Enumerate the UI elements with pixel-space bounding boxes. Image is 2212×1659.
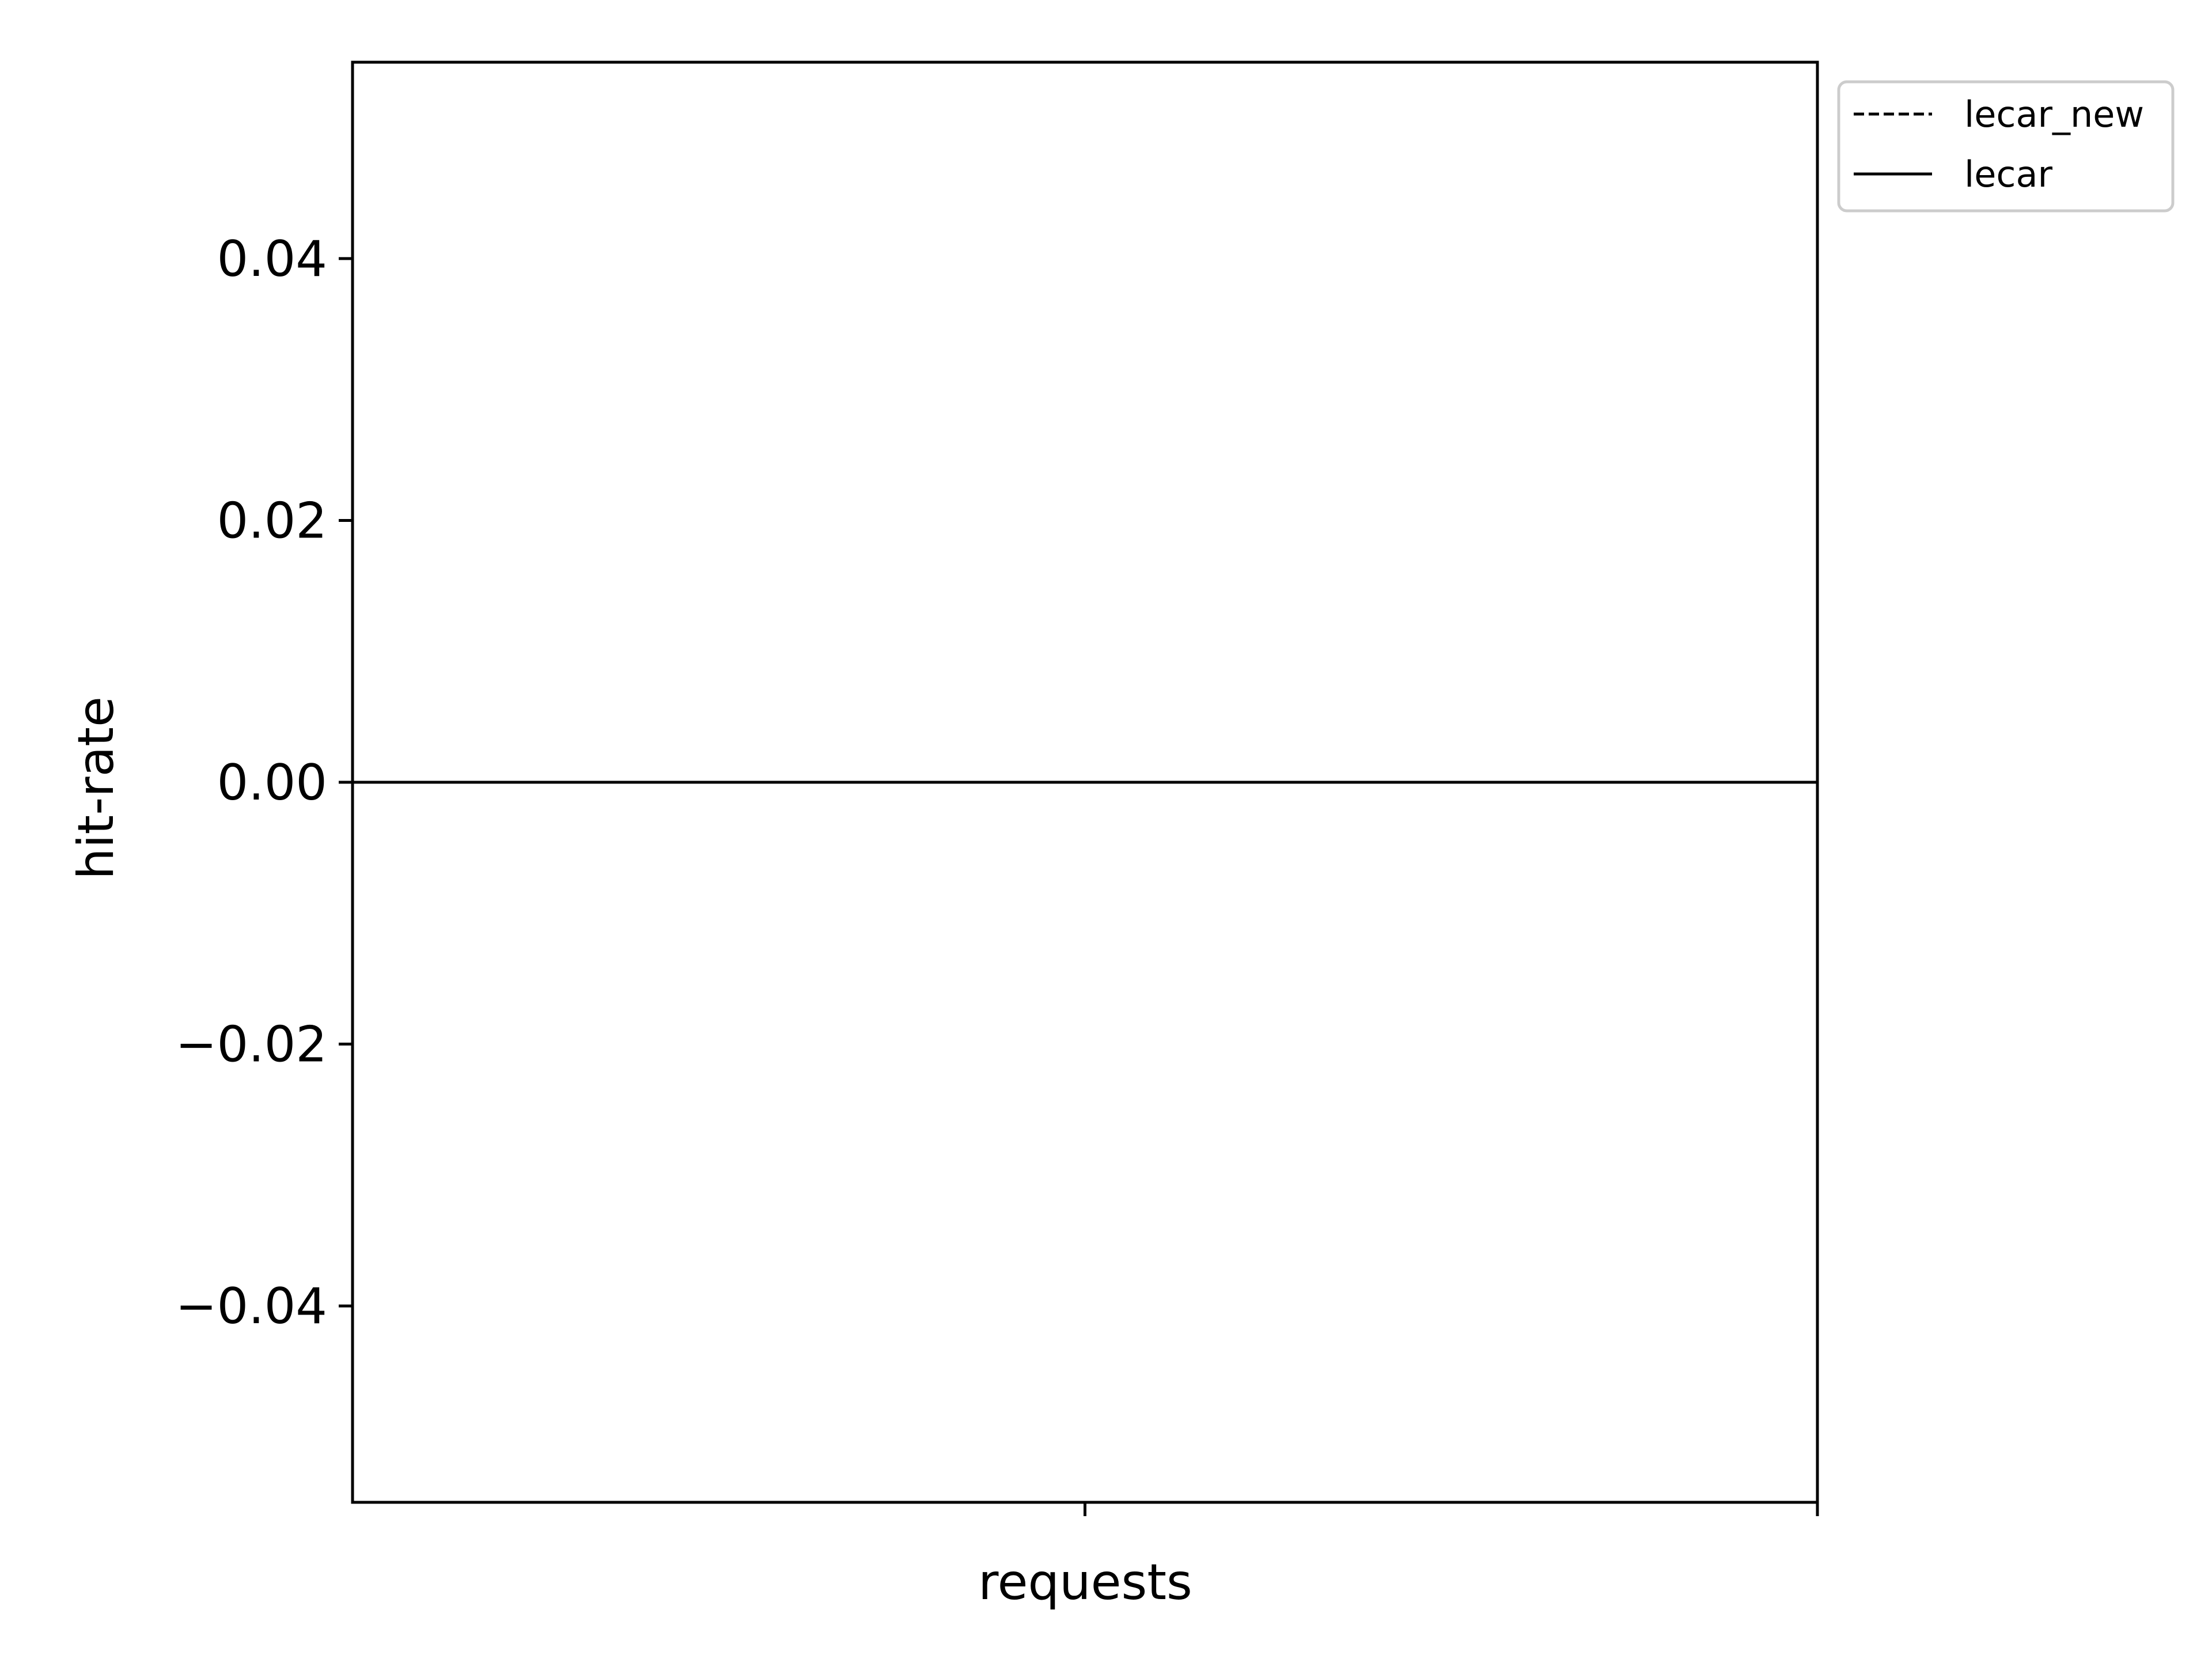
legend-label-lecar: lecar <box>1964 153 2052 195</box>
y-axis-ticks: −0.04 −0.02 0.00 0.02 0.04 <box>175 230 353 1335</box>
y-tick-label: 0.02 <box>217 492 327 550</box>
legend-label-lecar-new: lecar_new <box>1964 93 2144 135</box>
x-axis-label: requests <box>978 1554 1192 1611</box>
y-tick-label: −0.04 <box>175 1278 327 1335</box>
y-axis-label: hit-rate <box>67 696 125 880</box>
y-tick-label: −0.02 <box>175 1016 327 1074</box>
x-axis-ticks <box>1084 1502 1819 1516</box>
y-tick-label: 0.00 <box>217 754 327 812</box>
legend: lecar_new lecar <box>1837 80 2175 213</box>
y-tick-label: 0.04 <box>217 230 327 288</box>
